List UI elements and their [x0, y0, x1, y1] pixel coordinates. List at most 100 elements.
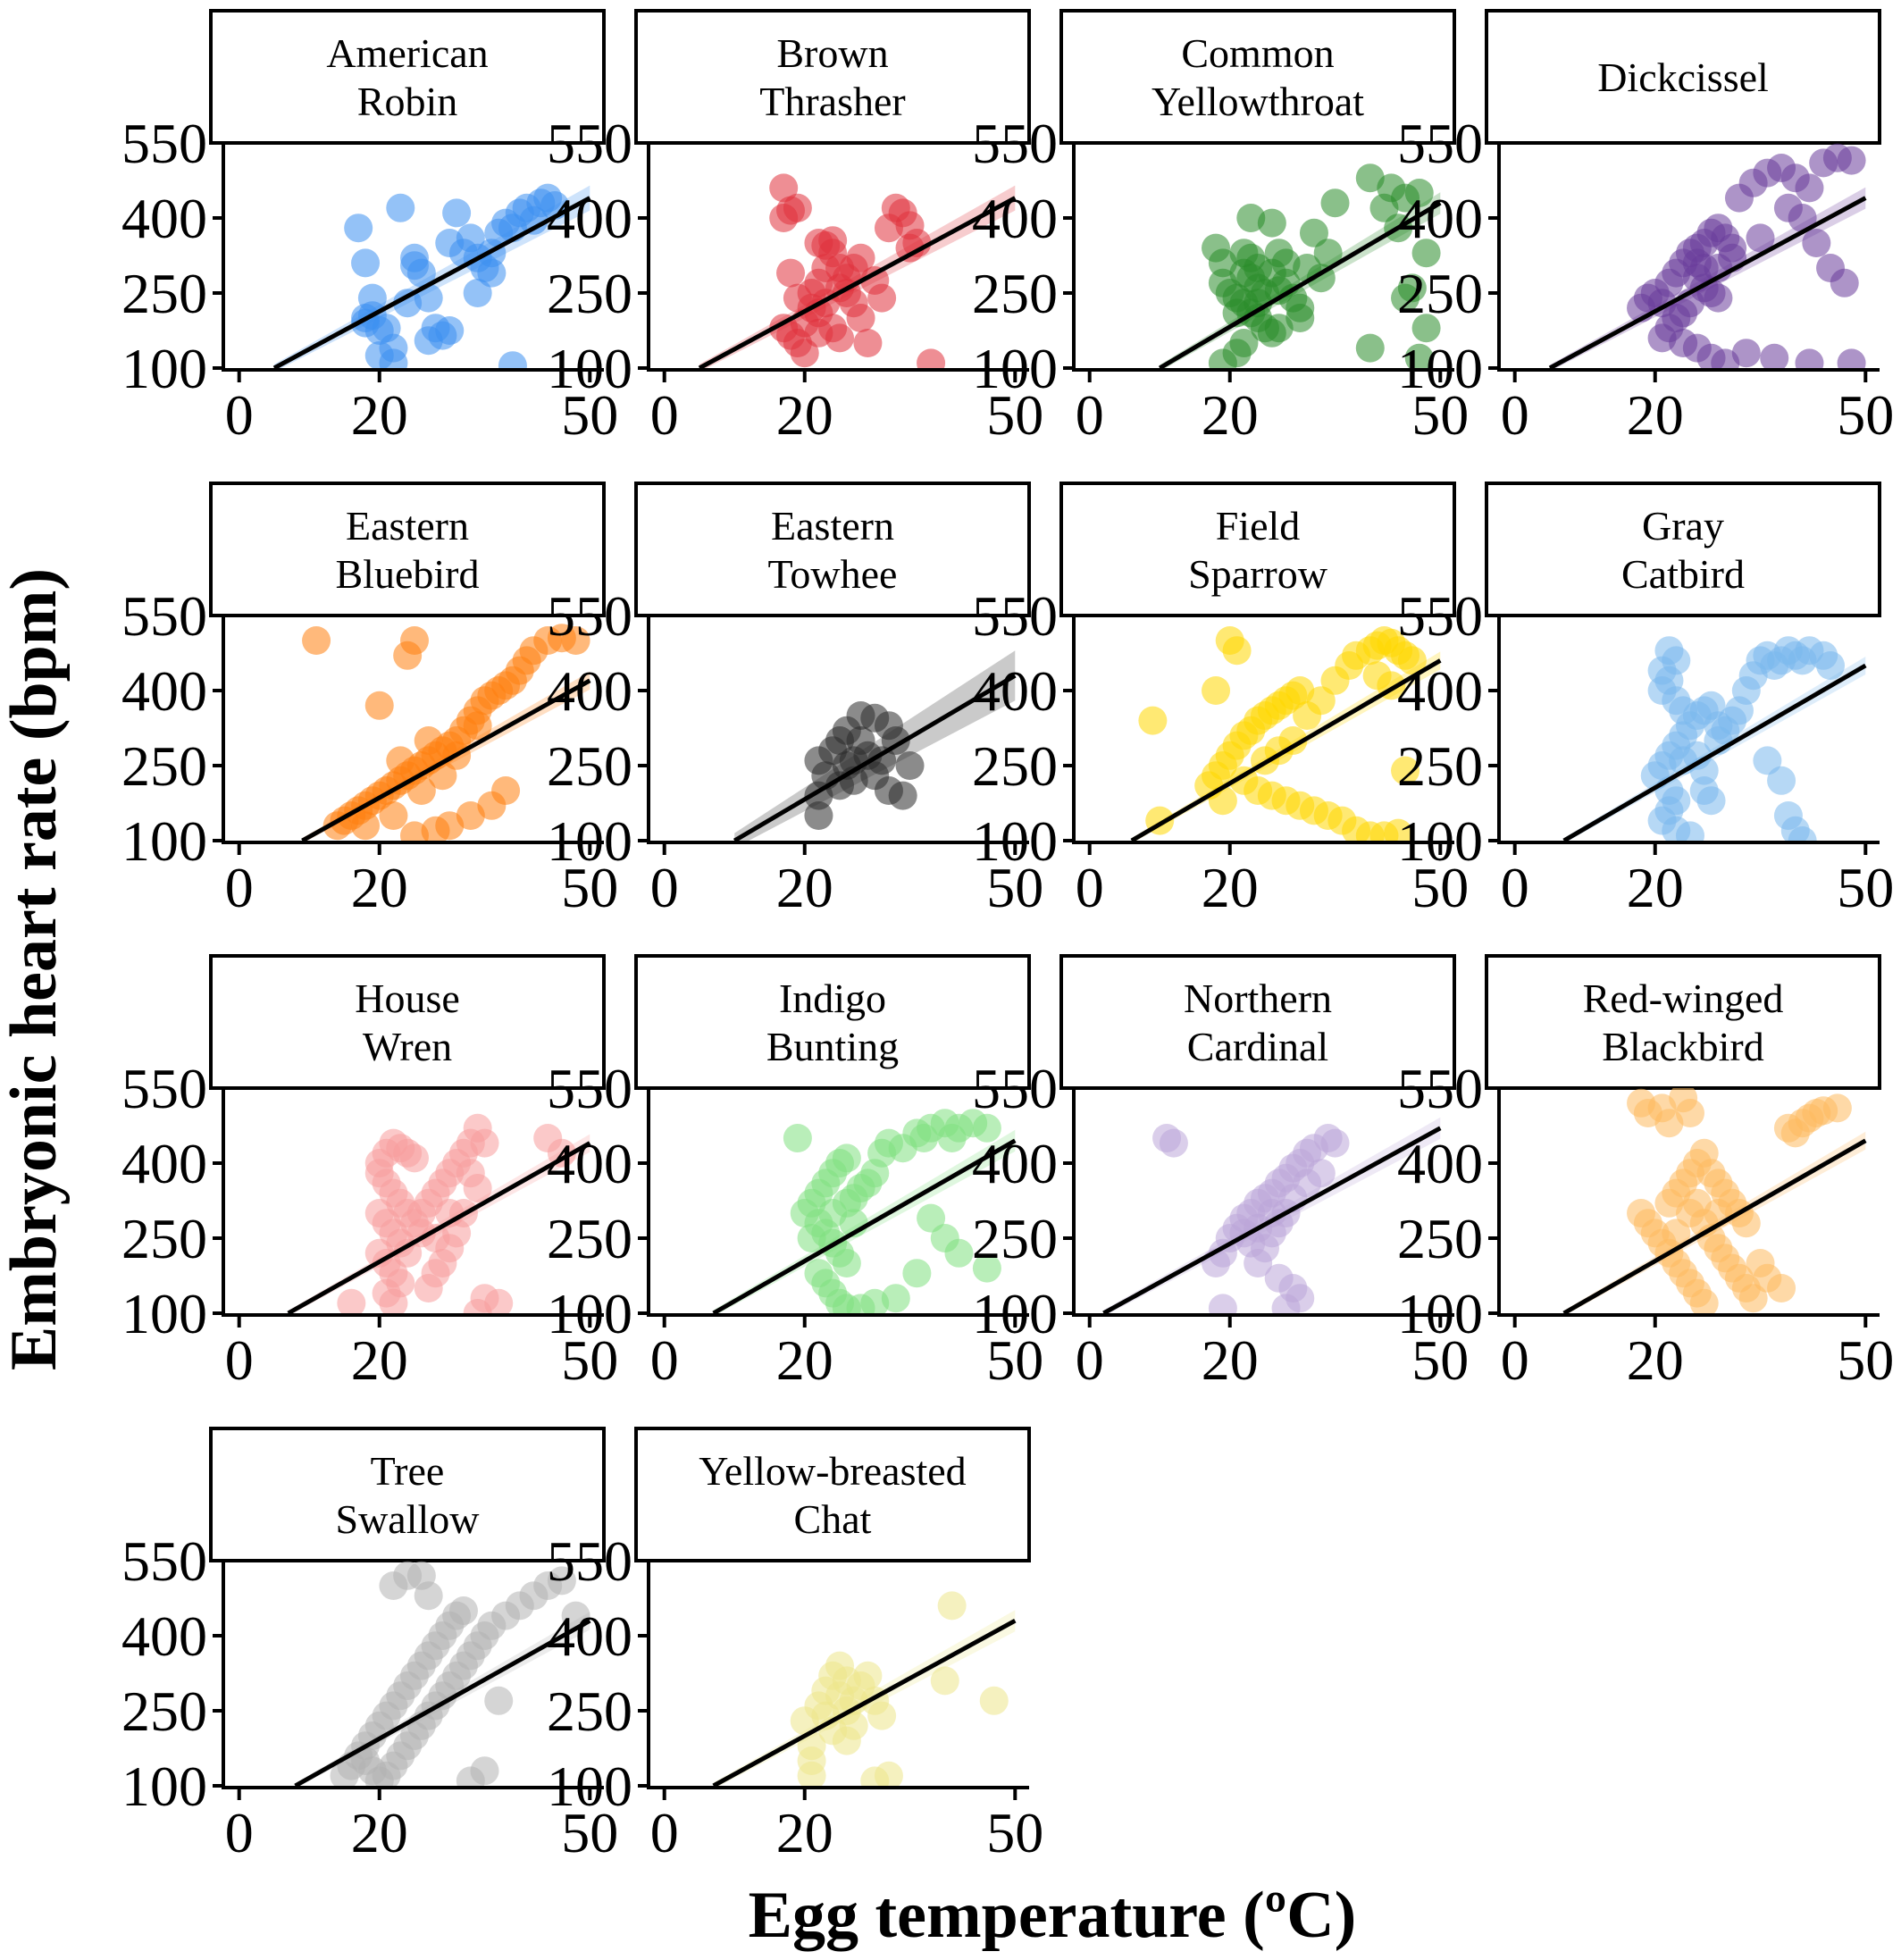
- facet-title-line: Eastern: [346, 503, 469, 549]
- data-point: [337, 1288, 366, 1315]
- y-tick-label: 100: [547, 1755, 632, 1818]
- data-point: [972, 1253, 1001, 1283]
- data-point: [1313, 239, 1343, 268]
- data-point: [414, 1274, 443, 1302]
- data-point: [406, 258, 436, 288]
- y-tick-label: 250: [121, 1679, 207, 1743]
- y-tick-label: 550: [547, 112, 632, 175]
- facet-title-line: Tree: [371, 1448, 445, 1494]
- facet-strip: [1485, 482, 1881, 617]
- x-tick-label: 20: [776, 383, 833, 447]
- x-tick-label: 20: [1202, 383, 1259, 447]
- data-point: [414, 726, 443, 755]
- data-point: [414, 1581, 443, 1611]
- data-point: [1222, 636, 1252, 666]
- facet-strip: [634, 482, 1031, 617]
- facet-title-line: House: [355, 976, 460, 1021]
- data-point: [832, 1188, 861, 1218]
- y-tick-label: 550: [121, 1529, 207, 1593]
- facet-title-line: Bluebird: [336, 551, 480, 597]
- data-point: [832, 1249, 861, 1277]
- data-point: [547, 1138, 576, 1168]
- data-point: [937, 1591, 967, 1621]
- data-point: [1306, 686, 1336, 716]
- y-tick-label: 100: [972, 809, 1058, 873]
- data-point: [1299, 218, 1328, 247]
- data-point: [776, 258, 806, 288]
- data-point: [463, 1174, 492, 1202]
- data-point: [344, 214, 373, 243]
- data-point: [769, 173, 799, 203]
- data-point: [1159, 1128, 1188, 1158]
- x-tick-label: 20: [1202, 1328, 1259, 1392]
- y-tick-label: 250: [972, 1207, 1058, 1270]
- x-tick-label: 0: [1076, 383, 1104, 447]
- y-tick-label: 250: [121, 262, 207, 325]
- facet-title-line: Wren: [363, 1024, 452, 1069]
- data-point: [393, 289, 423, 318]
- y-tick-label: 400: [972, 1132, 1058, 1195]
- panel-plot-area: [1102, 1117, 1442, 1315]
- data-point: [1669, 696, 1698, 725]
- data-point: [379, 801, 408, 830]
- facet-title-line: Robin: [357, 79, 457, 124]
- y-tick-label: 400: [547, 1132, 632, 1195]
- data-point: [1788, 204, 1817, 232]
- data-point: [888, 781, 917, 810]
- regression-line: [272, 196, 591, 370]
- data-point: [1704, 711, 1733, 741]
- y-tick-label: 100: [121, 1282, 207, 1345]
- data-point: [379, 348, 408, 370]
- facet-panel: Dickcissel 100 250 400 550 0 20 50: [1397, 9, 1894, 447]
- panel-plot-area: [287, 1113, 591, 1315]
- regression-line: [1130, 658, 1442, 842]
- data-point: [839, 1686, 868, 1715]
- y-tick-label: 550: [1397, 584, 1483, 648]
- data-point: [832, 1143, 861, 1173]
- data-point: [846, 243, 875, 272]
- y-tick-label: 550: [121, 112, 207, 175]
- y-tick-label: 400: [547, 1604, 632, 1668]
- panel-plot-area: [294, 1561, 591, 1788]
- facet-title-line: Dickcissel: [1597, 54, 1769, 100]
- x-tick-label: 0: [225, 856, 254, 919]
- data-point: [393, 641, 423, 670]
- facet-title-line: Cardinal: [1187, 1024, 1328, 1069]
- data-point: [406, 1199, 436, 1227]
- y-tick-label: 100: [1397, 337, 1483, 400]
- facet-title-line: Catbird: [1621, 551, 1745, 597]
- y-tick-label: 550: [972, 584, 1058, 648]
- y-tick-label: 250: [1397, 262, 1483, 325]
- data-point: [400, 821, 429, 842]
- x-tick-label: 0: [650, 1328, 679, 1392]
- regression-line: [1562, 663, 1867, 842]
- data-point: [1738, 1284, 1768, 1313]
- data-point: [846, 304, 875, 332]
- data-point: [1208, 1294, 1237, 1315]
- panel-plot-area: [272, 183, 591, 370]
- data-point: [1391, 283, 1420, 313]
- regression-line: [712, 1619, 1017, 1788]
- x-tick-label: 50: [1837, 383, 1894, 447]
- regression-line: [698, 196, 1017, 370]
- y-tick-label: 250: [972, 734, 1058, 798]
- x-tick-label: 20: [351, 383, 408, 447]
- facet-title-line: Brown: [776, 30, 888, 76]
- data-point: [400, 1143, 429, 1173]
- data-point: [895, 751, 925, 780]
- data-point: [1760, 343, 1789, 370]
- y-tick-label: 550: [972, 112, 1058, 175]
- data-point: [860, 1766, 890, 1788]
- data-point: [1837, 146, 1866, 175]
- x-tick-label: 50: [1837, 856, 1894, 919]
- y-tick-label: 400: [1397, 659, 1483, 723]
- x-tick-label: 50: [1411, 383, 1469, 447]
- data-point: [930, 1666, 959, 1696]
- data-point: [825, 771, 854, 800]
- y-tick-label: 250: [547, 734, 632, 798]
